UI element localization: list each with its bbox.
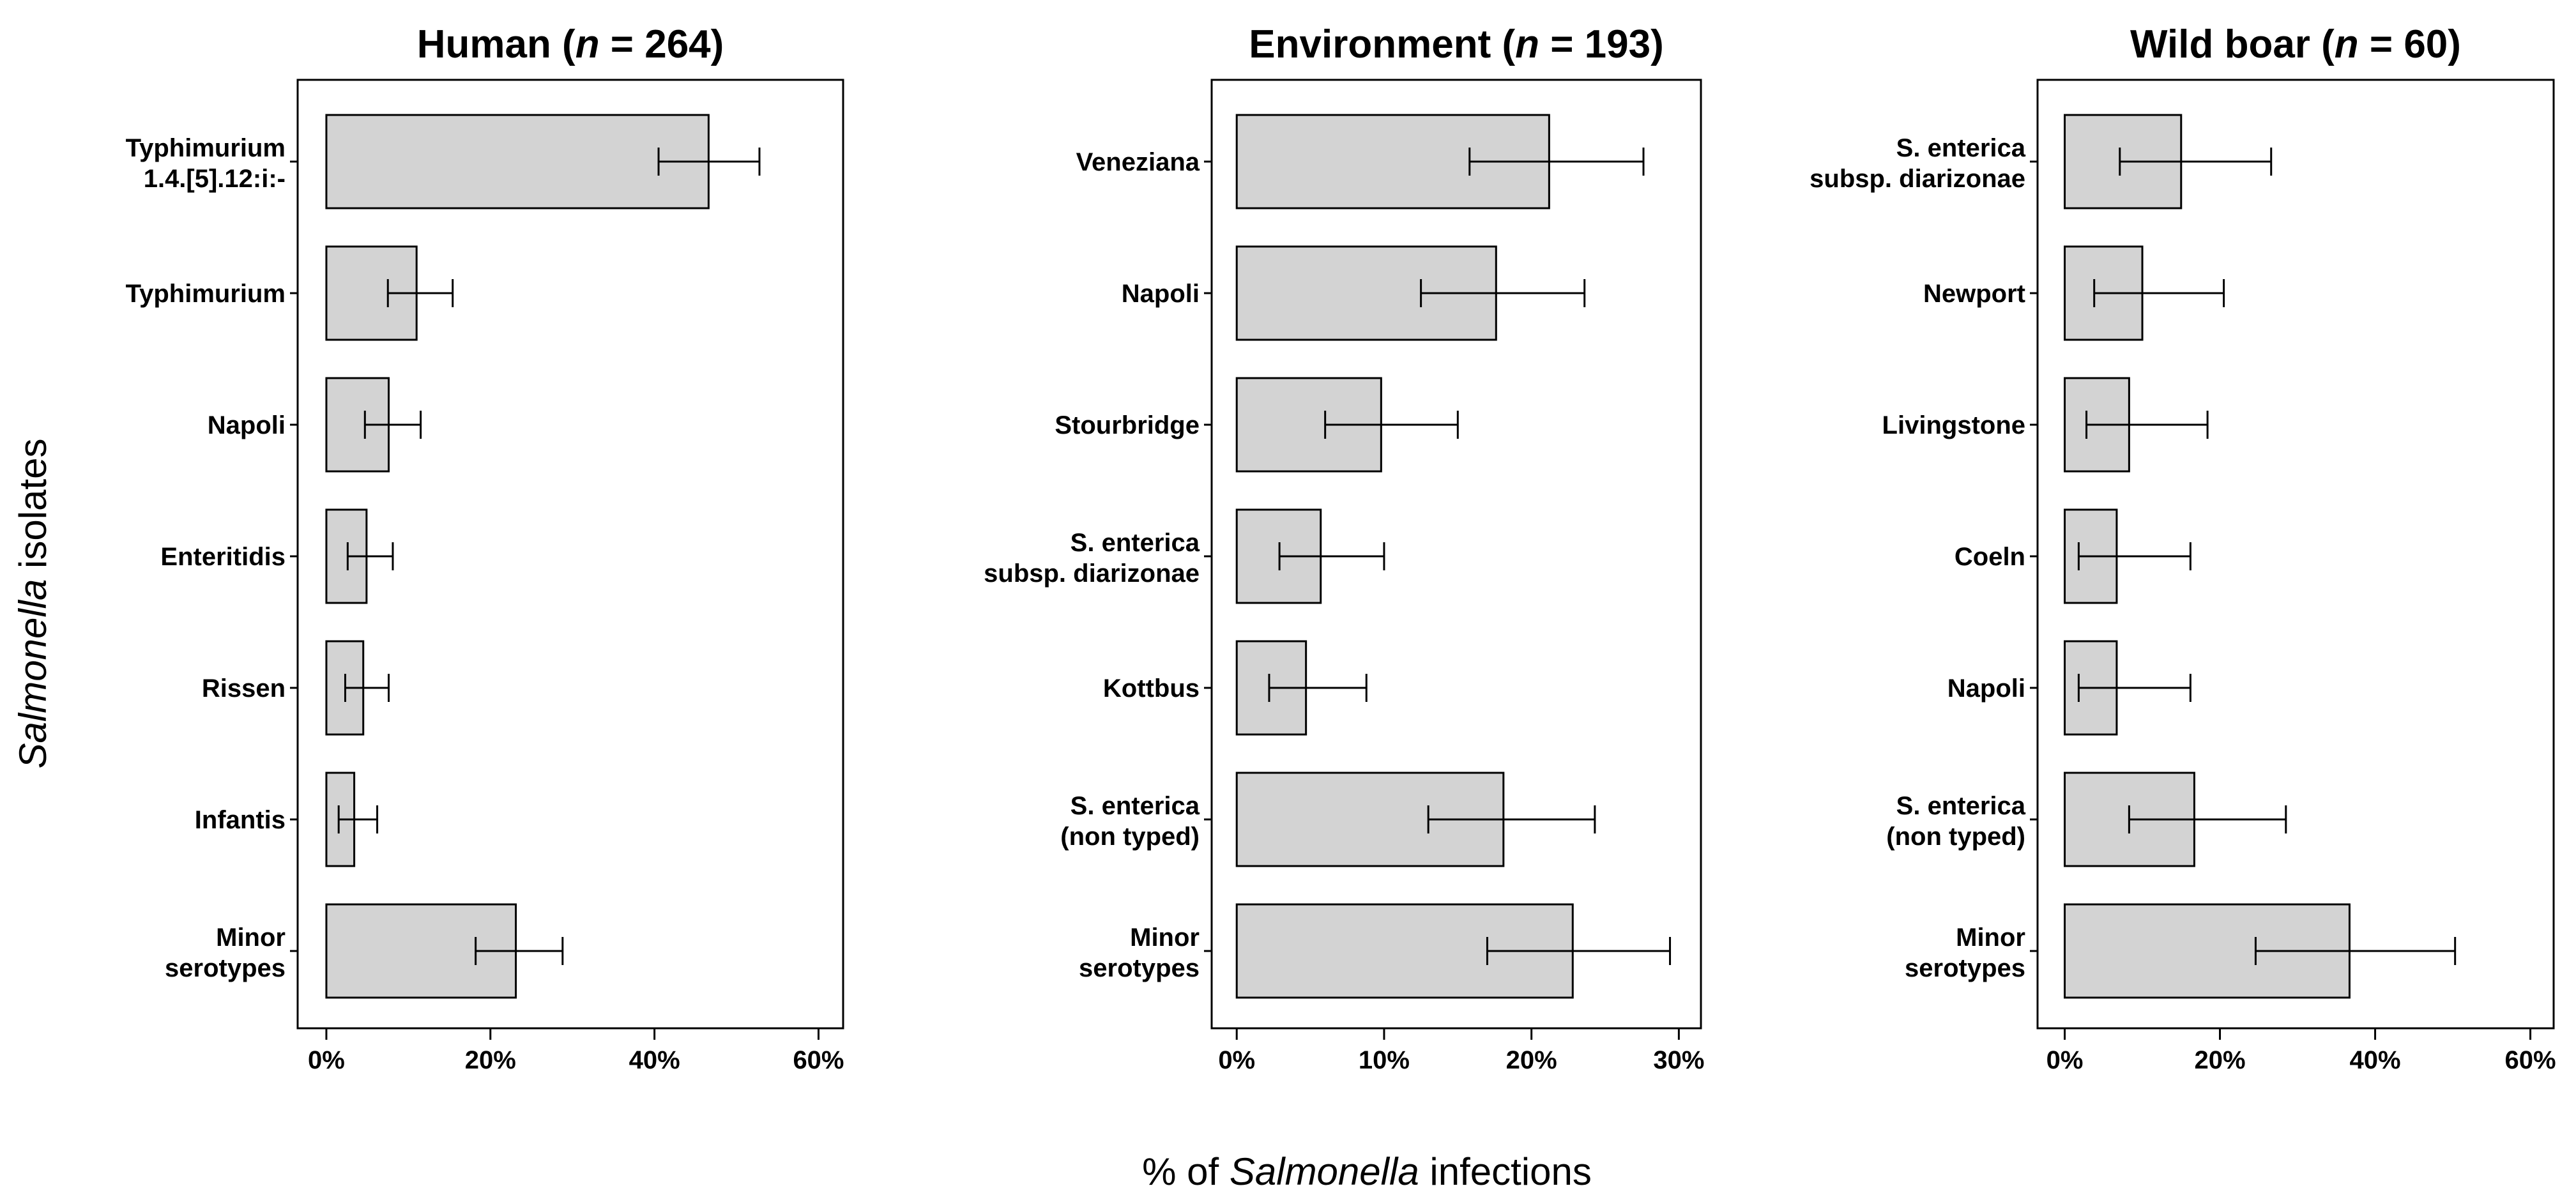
x-axis-label: % of Salmonella infections: [1142, 1150, 1592, 1193]
category-label: Stourbridge: [1055, 411, 1200, 439]
x-tick-label: 40%: [2350, 1046, 2401, 1074]
category-label: Coeln: [1955, 543, 2025, 571]
category-label: Typhimurium: [126, 280, 286, 308]
chart-panel-2: Environment (n = 193) Veneziana Napoli Stou…: [984, 22, 1704, 1074]
category-label: Napoli: [1122, 280, 1200, 308]
category-label: Minor serotypes: [1079, 924, 1200, 982]
panel-frame: [2036, 79, 2555, 1030]
category-label: Minor serotypes: [165, 924, 286, 982]
panel-title: Environment (n = 193): [1249, 22, 1663, 66]
category-label: Veneziana: [1076, 148, 1200, 176]
panel-frame: [1210, 79, 1702, 1030]
category-label: S. enterica subsp. diarizonae: [1810, 134, 2026, 193]
panel-title: Wild boar (n = 60): [2130, 22, 2461, 66]
x-tick-label: 60%: [793, 1046, 844, 1074]
chart-panel-1: Human (n = 264) Typhimurium 1.4.[5].12:i:-…: [126, 22, 844, 1074]
category-label: Napoli: [208, 411, 286, 439]
category-label: Newport: [1923, 280, 2025, 308]
x-tick-label: 20%: [1506, 1046, 1557, 1074]
x-tick-label: 0%: [2046, 1046, 2084, 1074]
category-label: Infantis: [195, 806, 286, 834]
x-tick-label: 20%: [2195, 1046, 2246, 1074]
category-label: Livingstone: [1882, 411, 2025, 439]
x-tick-label: 20%: [465, 1046, 516, 1074]
category-label: S. enterica subsp. diarizonae: [984, 529, 1200, 588]
category-label: Enteritidis: [160, 543, 286, 571]
x-tick-label: 40%: [629, 1046, 680, 1074]
y-axis-label: Salmonella isolates: [11, 439, 54, 769]
x-tick-label: 0%: [1218, 1046, 1255, 1074]
category-label: Rissen: [202, 674, 286, 703]
x-tick-label: 10%: [1359, 1046, 1410, 1074]
chart-panel-3: Wild boar (n = 60) S. enterica subsp. diar…: [1810, 22, 2556, 1074]
x-tick-label: 30%: [1653, 1046, 1704, 1074]
bar: [325, 114, 710, 209]
panel-title: Human (n = 264): [417, 22, 724, 66]
category-label: Napoli: [1947, 674, 2025, 703]
panels: Human (n = 264) Typhimurium 1.4.[5].12:i:-…: [126, 22, 2556, 1074]
panel-frame: [296, 79, 844, 1030]
category-label: Minor serotypes: [1905, 924, 2025, 982]
category-label: S. enterica (non typed): [1886, 792, 2025, 851]
category-label: Kottbus: [1103, 674, 1200, 703]
category-label: Typhimurium 1.4.[5].12:i:-: [126, 134, 286, 193]
x-tick-label: 0%: [308, 1046, 345, 1074]
x-tick-label: 60%: [2505, 1046, 2556, 1074]
category-label: S. enterica (non typed): [1060, 792, 1200, 851]
